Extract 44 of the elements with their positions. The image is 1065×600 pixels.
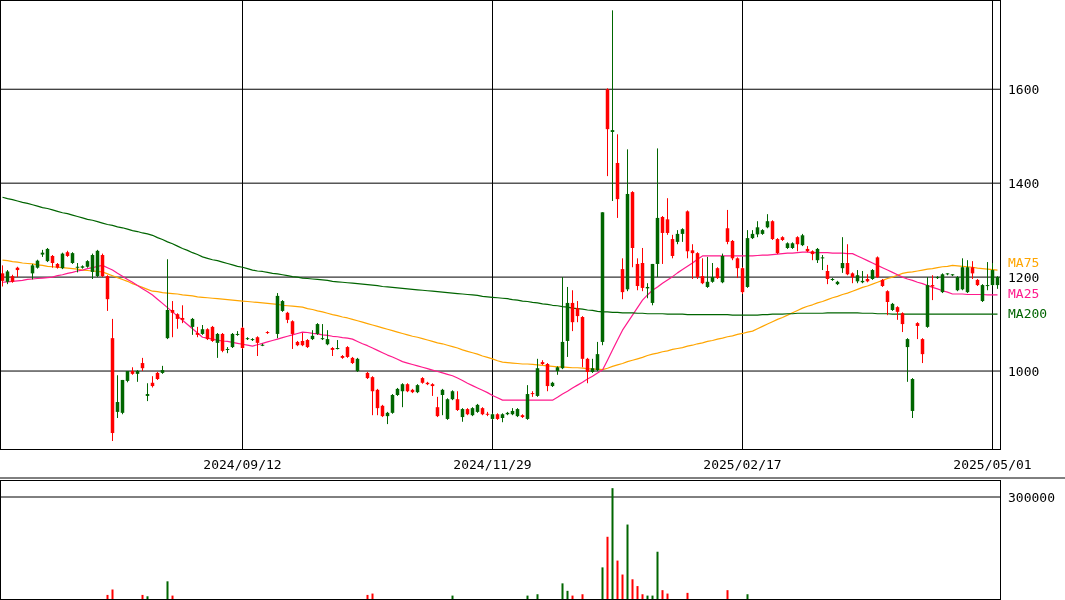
bar [561, 583, 564, 599]
bar [166, 581, 169, 599]
line-series [1, 251, 999, 401]
candlestick [255, 335, 260, 357]
bar [371, 593, 374, 599]
bar [146, 596, 149, 599]
series-label: MA75 [1008, 254, 1040, 270]
y-tick-label: 1400 [1008, 175, 1040, 191]
bar [661, 590, 664, 599]
bar [536, 594, 539, 599]
bar [641, 594, 644, 599]
x-tick-label: 2025/02/17 [703, 456, 782, 472]
bar [601, 567, 604, 599]
bar [566, 590, 569, 599]
candlestick [170, 300, 175, 338]
candlestick [710, 262, 715, 284]
bar [141, 594, 144, 599]
y-tick-label: 1200 [1008, 269, 1040, 285]
bar [746, 594, 749, 599]
bar [621, 574, 624, 599]
bar [656, 551, 659, 599]
bar [626, 524, 629, 599]
bar [726, 590, 729, 599]
bar [111, 589, 114, 599]
bar [616, 560, 619, 599]
bar [666, 593, 669, 599]
bar [581, 594, 584, 599]
bar [106, 594, 109, 599]
bar [631, 579, 634, 599]
series-label: MA200 [1008, 305, 1048, 321]
x-tick-label: 2025/05/01 [953, 456, 1032, 472]
y-tick-label: 300000 [1008, 489, 1055, 505]
bar [611, 488, 614, 599]
x-tick-label: 2024/11/29 [453, 456, 532, 472]
series-label: MA25 [1008, 286, 1040, 302]
candlestick [690, 243, 695, 280]
y-tick-label: 1000 [1008, 363, 1040, 379]
bar [686, 592, 689, 599]
bar [636, 586, 639, 599]
bar [366, 594, 369, 599]
bar [606, 536, 609, 599]
x-tick-label: 2024/09/12 [203, 456, 282, 472]
y-tick-label: 1600 [1008, 81, 1040, 97]
candlestick [0, 264, 5, 287]
